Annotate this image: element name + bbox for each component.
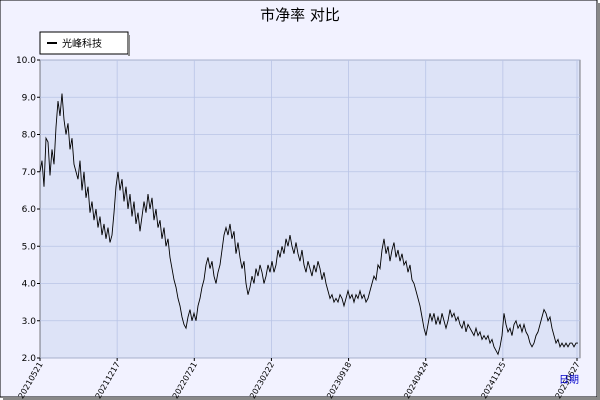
legend-label: 光峰科技 xyxy=(62,37,102,50)
y-tick-label: 6.0 xyxy=(22,205,37,215)
y-tick-label: 8.0 xyxy=(22,131,37,141)
series-line-guangfeng xyxy=(39,93,578,356)
chart-title: 市净率 对比 xyxy=(260,6,340,24)
y-tick-label: 3.0 xyxy=(22,317,37,327)
y-tick-label: 7.0 xyxy=(22,168,37,178)
y-tick-label: 9.0 xyxy=(22,93,37,103)
legend: 光峰科技 xyxy=(39,31,130,56)
y-tick-label: 2.0 xyxy=(22,354,37,364)
chart-shadow-right xyxy=(597,3,600,400)
y-axis: 2.0 3.0 4.0 5.0 6.0 7.0 8.0 9.0 10.0 xyxy=(16,56,40,364)
grid-lines xyxy=(40,59,580,359)
chart-shadow-bottom xyxy=(3,397,600,400)
y-tick-label: 5.0 xyxy=(22,242,37,252)
legend-shadow xyxy=(128,35,130,56)
x-axis-label: 日期 xyxy=(559,374,579,386)
y-tick-label: 10.0 xyxy=(16,56,36,66)
y-tick-label: 4.0 xyxy=(22,280,37,290)
